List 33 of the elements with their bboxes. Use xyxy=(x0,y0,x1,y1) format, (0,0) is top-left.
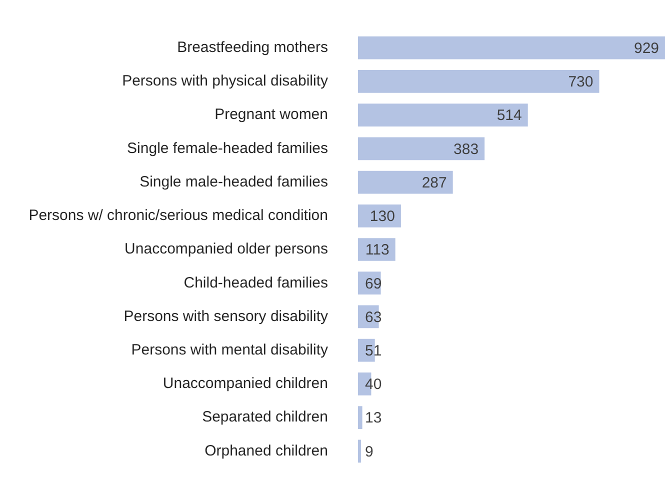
y-tick-label: Separated children xyxy=(202,408,328,426)
y-tick-label: Persons w/ chronic/serious medical condition xyxy=(28,207,328,224)
data-label: 514 xyxy=(496,107,522,124)
data-label: 113 xyxy=(365,242,390,259)
y-tick-label: Single male-headed families xyxy=(140,173,328,190)
data-label: 69 xyxy=(365,275,382,292)
data-label: 287 xyxy=(422,174,447,192)
data-label: 51 xyxy=(365,342,382,360)
y-tick-label: Unaccompanied children xyxy=(162,375,328,392)
y-tick-label: Persons with sensory disability xyxy=(124,308,328,325)
y-tick-label: Persons with physical disability xyxy=(122,72,328,90)
bar xyxy=(358,70,600,93)
data-label: 9 xyxy=(365,443,374,460)
data-label: 383 xyxy=(454,140,479,158)
bar xyxy=(358,170,453,194)
y-tick-label: Pregnant women xyxy=(214,106,328,124)
y-tick-label: Persons with mental disability xyxy=(131,341,328,358)
bar xyxy=(358,137,485,160)
y-tick-label: Orphaned children xyxy=(204,442,328,460)
data-label: 929 xyxy=(634,40,660,57)
data-label: 13 xyxy=(365,410,382,427)
bar xyxy=(358,440,361,463)
data-label: 130 xyxy=(370,208,395,226)
data-label: 40 xyxy=(365,376,382,394)
y-tick-label: Single female-headed families xyxy=(127,140,328,157)
y-tick-label: Child-headed families xyxy=(184,274,328,292)
data-label: 730 xyxy=(568,74,594,91)
data-label: 63 xyxy=(365,308,382,326)
bar xyxy=(358,406,362,430)
bar xyxy=(358,36,665,60)
y-tick-label: Unaccompanied older persons xyxy=(124,240,328,258)
bar xyxy=(358,104,528,126)
y-tick-label: Breastfeeding mothers xyxy=(177,38,328,56)
